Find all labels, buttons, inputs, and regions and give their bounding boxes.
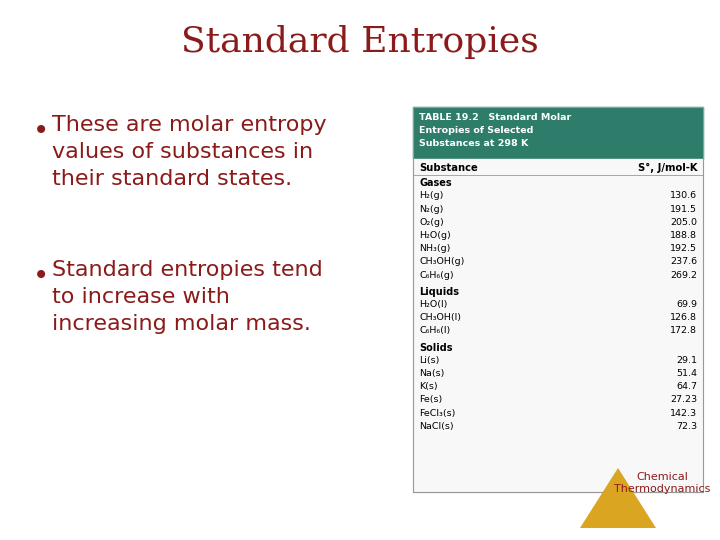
Text: NaCl(s): NaCl(s) xyxy=(419,422,454,431)
Text: Standard entropies tend
to increase with
increasing molar mass.: Standard entropies tend to increase with… xyxy=(52,260,323,334)
Text: 191.5: 191.5 xyxy=(670,205,697,214)
Text: C₆H₆(l): C₆H₆(l) xyxy=(419,326,450,335)
Text: S°, J/mol-K: S°, J/mol-K xyxy=(637,163,697,173)
Text: K(s): K(s) xyxy=(419,382,438,391)
Text: C₆H₆(g): C₆H₆(g) xyxy=(419,271,454,280)
Text: Substance: Substance xyxy=(419,163,478,173)
Text: 64.7: 64.7 xyxy=(676,382,697,391)
Text: FeCl₃(s): FeCl₃(s) xyxy=(419,409,455,417)
Text: These are molar entropy
values of substances in
their standard states.: These are molar entropy values of substa… xyxy=(52,115,327,190)
Text: N₂(g): N₂(g) xyxy=(419,205,444,214)
Text: Solids: Solids xyxy=(419,342,452,353)
Text: 172.8: 172.8 xyxy=(670,326,697,335)
Text: •: • xyxy=(33,117,49,145)
Text: •: • xyxy=(33,262,49,290)
Text: 126.8: 126.8 xyxy=(670,313,697,322)
Text: TABLE 19.2   Standard Molar
Entropies of Selected
Substances at 298 K: TABLE 19.2 Standard Molar Entropies of S… xyxy=(419,113,571,148)
Text: Na(s): Na(s) xyxy=(419,369,444,378)
Text: Liquids: Liquids xyxy=(419,287,459,297)
Text: 142.3: 142.3 xyxy=(670,409,697,417)
Text: 205.0: 205.0 xyxy=(670,218,697,227)
Text: 130.6: 130.6 xyxy=(670,191,697,200)
Text: NH₃(g): NH₃(g) xyxy=(419,244,451,253)
Text: CH₃OH(g): CH₃OH(g) xyxy=(419,258,464,266)
Polygon shape xyxy=(413,107,703,159)
Text: 29.1: 29.1 xyxy=(676,356,697,365)
Text: H₂O(l): H₂O(l) xyxy=(419,300,447,309)
Text: Chemical: Chemical xyxy=(636,472,688,482)
Text: Standard Entropies: Standard Entropies xyxy=(181,25,539,59)
Text: H₂O(g): H₂O(g) xyxy=(419,231,451,240)
Text: 27.23: 27.23 xyxy=(670,395,697,404)
Text: Li(s): Li(s) xyxy=(419,356,439,365)
Text: 188.8: 188.8 xyxy=(670,231,697,240)
Text: Fe(s): Fe(s) xyxy=(419,395,442,404)
Polygon shape xyxy=(580,468,656,528)
Text: 237.6: 237.6 xyxy=(670,258,697,266)
Text: 192.5: 192.5 xyxy=(670,244,697,253)
Text: Thermodynamics: Thermodynamics xyxy=(614,484,710,494)
Text: O₂(g): O₂(g) xyxy=(419,218,444,227)
Text: 72.3: 72.3 xyxy=(676,422,697,431)
Polygon shape xyxy=(413,159,703,492)
Text: 69.9: 69.9 xyxy=(676,300,697,309)
Text: 51.4: 51.4 xyxy=(676,369,697,378)
Text: 269.2: 269.2 xyxy=(670,271,697,280)
Text: Gases: Gases xyxy=(419,178,451,188)
Text: H₂(g): H₂(g) xyxy=(419,191,444,200)
Text: CH₃OH(l): CH₃OH(l) xyxy=(419,313,461,322)
